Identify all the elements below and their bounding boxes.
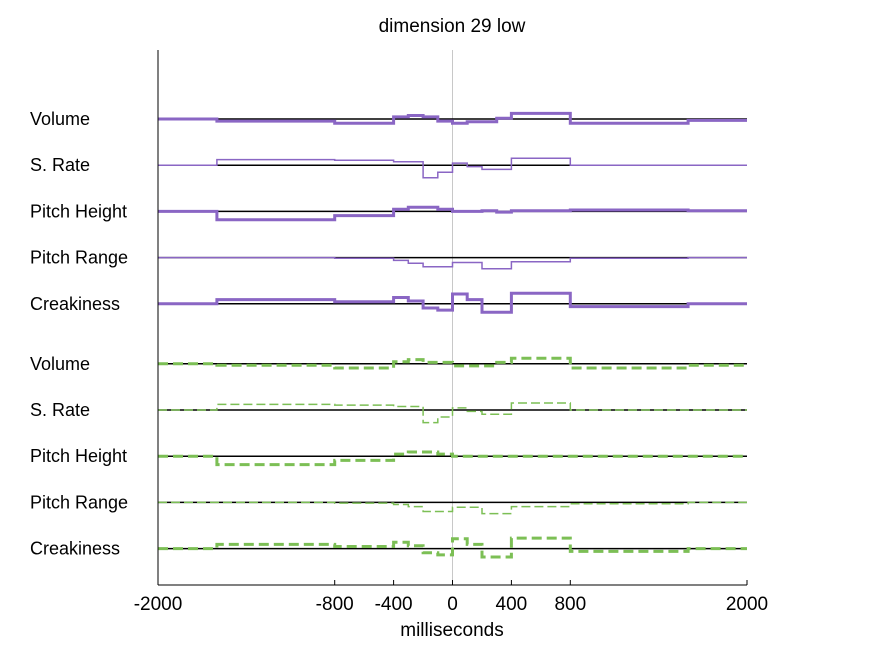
series-line <box>158 291 747 314</box>
series-row-purple-4: Creakiness <box>30 291 747 314</box>
series-row-green-3: Pitch Range <box>30 492 747 515</box>
series-line <box>158 256 747 270</box>
series-line <box>158 450 747 467</box>
row-label: Pitch Height <box>30 201 127 221</box>
series-line <box>158 111 747 125</box>
x-ticks: -2000 -800 -400 0 400 800 2000 <box>134 580 768 615</box>
row-label: Pitch Range <box>30 492 128 512</box>
series-row-purple-3: Pitch Range <box>30 248 747 270</box>
series-row-purple-2: Pitch Height <box>30 201 747 221</box>
series-line <box>158 205 747 222</box>
x-tick-label: 800 <box>554 594 586 615</box>
x-tick-label: 400 <box>496 594 528 615</box>
row-label: Volume <box>30 354 90 374</box>
x-tick-label: -800 <box>316 594 354 615</box>
x-axis-label: milliseconds <box>400 620 503 641</box>
series-row-green-2: Pitch Height <box>30 446 747 466</box>
series-line <box>158 356 747 370</box>
x-tick-label: -2000 <box>134 594 183 615</box>
row-label: Creakiness <box>30 539 120 559</box>
series-row-purple-1: S. Rate <box>30 155 747 179</box>
series-row-green-0: Volume <box>30 354 747 374</box>
series-line <box>158 501 747 515</box>
series-line <box>158 402 747 424</box>
row-label: Pitch Height <box>30 446 127 466</box>
series-row-purple-0: Volume <box>30 109 747 129</box>
series-row-green-4: Creakiness <box>30 536 747 559</box>
row-label: S. Rate <box>30 155 90 175</box>
row-label: Pitch Range <box>30 248 128 268</box>
series-row-green-1: S. Rate <box>30 400 747 424</box>
x-tick-label: 0 <box>447 594 458 615</box>
row-label: Creakiness <box>30 294 120 314</box>
series-rows: Volume S. Rate Pitch Height Pitch Range Crea… <box>30 109 747 559</box>
row-label: Volume <box>30 109 90 129</box>
series-line <box>158 536 747 559</box>
row-label: S. Rate <box>30 400 90 420</box>
x-tick-label: 2000 <box>726 594 768 615</box>
series-line <box>158 157 747 179</box>
chart-title: dimension 29 low <box>379 16 526 37</box>
x-tick-label: -400 <box>375 594 413 615</box>
